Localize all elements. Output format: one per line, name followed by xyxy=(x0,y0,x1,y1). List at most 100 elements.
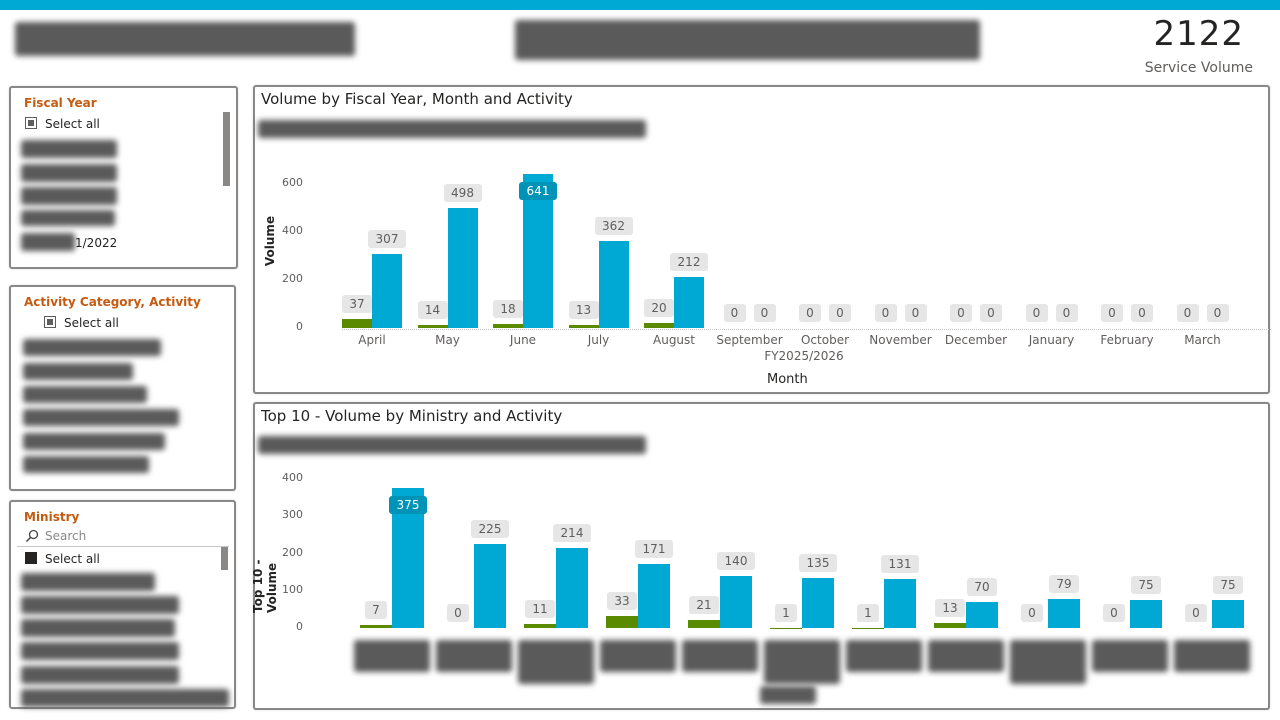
data-label: 0 xyxy=(904,304,927,322)
slicer-item-partial[interactable]: 1/2022 xyxy=(75,236,118,250)
slicer-item[interactable] xyxy=(21,164,117,182)
slicer-item[interactable] xyxy=(21,596,179,614)
search-divider xyxy=(17,546,229,547)
chart-title: Volume by Fiscal Year, Month and Activit… xyxy=(261,90,573,108)
x-axis-line xyxy=(342,329,1271,330)
y-tick-label: 200 xyxy=(282,272,303,285)
bar-activity-b xyxy=(556,548,588,628)
x-tick-label: April xyxy=(358,333,386,347)
y-tick-label: 100 xyxy=(282,582,303,596)
bar-activity-b xyxy=(720,575,752,628)
data-label: 0 xyxy=(1131,304,1153,322)
y-tick-label: 0 xyxy=(296,620,303,633)
slicer-item[interactable] xyxy=(23,409,179,426)
data-label: 33 xyxy=(607,591,637,610)
bar-activity-a xyxy=(493,323,523,328)
data-label: 0 xyxy=(799,304,821,322)
slicer-item[interactable] xyxy=(21,666,179,684)
x-tick-label: May xyxy=(435,333,460,347)
y-tick-label: 400 xyxy=(282,471,303,484)
fiscal-year-slicer: Fiscal Year Select all 1/2022 xyxy=(9,86,238,269)
y-tick-label: 300 xyxy=(282,508,303,522)
data-label: 498 xyxy=(443,184,482,203)
slicer-item[interactable] xyxy=(21,233,75,251)
x-tick-label: February xyxy=(1100,333,1154,347)
x-tick-label: October xyxy=(800,333,850,347)
data-label: 171 xyxy=(635,540,673,559)
slicer-item[interactable] xyxy=(23,339,161,356)
select-all-label: Select all xyxy=(45,117,100,131)
y-tick-label: 600 xyxy=(282,176,303,189)
slicer-item[interactable] xyxy=(23,456,149,473)
checkbox[interactable] xyxy=(44,316,56,328)
slicer-item[interactable] xyxy=(21,642,179,660)
data-label: 0 xyxy=(1103,604,1125,622)
select-all-item[interactable]: Select all xyxy=(25,552,100,566)
slicer-title: Fiscal Year xyxy=(24,96,97,110)
data-label: 20 xyxy=(644,299,674,318)
x-tick-label: March xyxy=(1184,333,1221,347)
search-icon xyxy=(25,529,39,543)
slicer-item[interactable] xyxy=(21,573,155,591)
x-axis-title-redacted xyxy=(760,686,816,704)
x-tick-label: January xyxy=(1028,333,1075,347)
search-input[interactable]: Search xyxy=(45,529,87,543)
x-tick-label-redacted xyxy=(518,640,594,684)
bar-activity-b xyxy=(1212,600,1244,628)
scrollbar[interactable] xyxy=(221,547,228,570)
slicer-item[interactable] xyxy=(21,187,117,205)
x-tick-label-redacted xyxy=(436,640,512,672)
data-label: 0 xyxy=(723,304,746,322)
data-label: 0 xyxy=(1206,304,1229,322)
bar-activity-b xyxy=(674,277,704,328)
bar-activity-a xyxy=(360,625,392,628)
scrollbar[interactable] xyxy=(223,112,230,186)
data-label: 0 xyxy=(1185,604,1207,622)
data-label: 214 xyxy=(553,524,591,543)
x-tick-label-redacted xyxy=(682,640,758,672)
data-label: 375 xyxy=(389,496,427,515)
chart-title: Top 10 - Volume by Ministry and Activity xyxy=(261,407,563,425)
x-tick-label-redacted xyxy=(1174,640,1250,672)
slicer-item[interactable] xyxy=(21,689,229,707)
data-label: 79 xyxy=(1049,574,1079,593)
select-all-item[interactable]: Select all xyxy=(44,316,119,330)
data-label: 641 xyxy=(519,182,557,201)
data-label: 18 xyxy=(493,299,523,318)
slicer-item[interactable] xyxy=(21,619,175,637)
data-label: 307 xyxy=(368,230,406,249)
x-tick-label: June xyxy=(509,333,537,347)
select-all-label: Select all xyxy=(45,552,100,566)
checkbox[interactable] xyxy=(25,117,37,129)
bar-activity-a xyxy=(606,615,638,628)
slicer-item[interactable] xyxy=(21,140,117,158)
data-label: 212 xyxy=(670,253,708,272)
data-label: 11 xyxy=(525,599,555,618)
data-label: 1 xyxy=(775,603,797,622)
ministry-slicer: Ministry Search Select all xyxy=(9,500,236,709)
data-label: 362 xyxy=(594,217,633,236)
bar-activity-b xyxy=(1048,598,1080,628)
x-tick-label-redacted xyxy=(600,640,676,672)
top-accent-bar xyxy=(0,0,1280,10)
x-tick-label-redacted xyxy=(846,640,922,672)
y-tick-label: 0 xyxy=(296,320,303,333)
data-label: 0 xyxy=(1101,304,1123,322)
slicer-item[interactable] xyxy=(21,210,115,226)
data-label: 0 xyxy=(753,304,776,322)
slicer-item[interactable] xyxy=(23,363,133,380)
bar-activity-b xyxy=(598,241,629,328)
bar-activity-a xyxy=(644,323,674,328)
slicer-item[interactable] xyxy=(23,433,165,450)
x-group-label: FY2025/2026 xyxy=(764,349,844,363)
slicer-title: Activity Category, Activity xyxy=(24,295,201,309)
data-label: 225 xyxy=(471,520,509,539)
bar-activity-b xyxy=(802,577,834,628)
bar-activity-b xyxy=(474,544,506,628)
select-all-item[interactable]: Select all xyxy=(25,117,100,131)
kpi-label: Service Volume xyxy=(1144,60,1253,76)
checkbox[interactable] xyxy=(25,552,37,564)
slicer-item[interactable] xyxy=(23,386,147,403)
data-label: 7 xyxy=(365,601,387,620)
x-tick-label-redacted xyxy=(1092,640,1168,672)
